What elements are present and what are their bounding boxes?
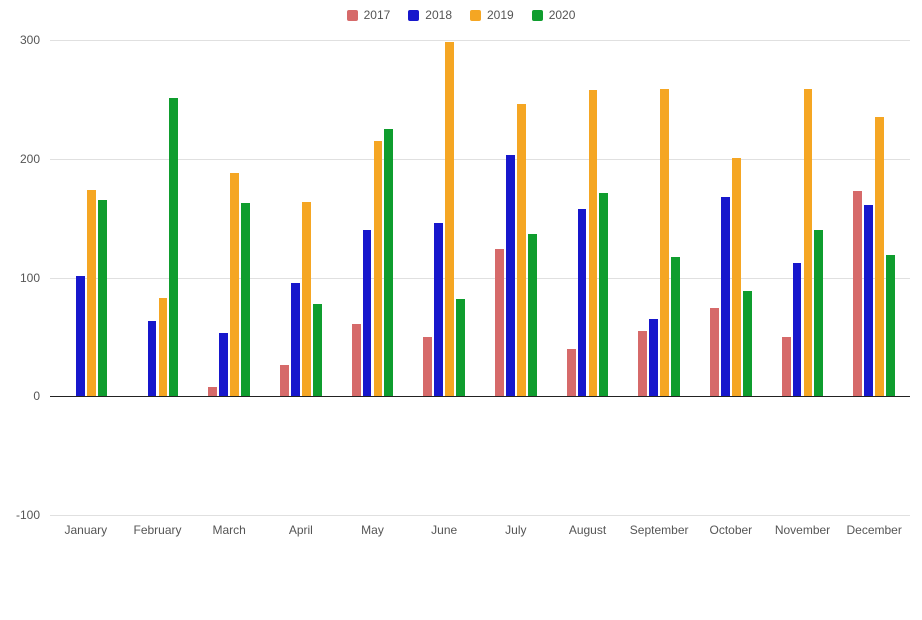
bar [423,337,432,396]
bar [864,205,873,396]
bar [721,197,730,397]
bar [506,155,515,396]
legend-label: 2017 [364,8,391,22]
legend-label: 2020 [549,8,576,22]
legend-label: 2018 [425,8,452,22]
bar [875,117,884,396]
x-tick-label: April [289,515,313,537]
gridline [50,159,910,160]
bar [241,203,250,397]
bar [743,291,752,397]
x-tick-label: December [846,515,901,537]
y-tick-label: -100 [16,508,50,522]
bar [732,158,741,397]
bar [280,365,289,396]
bar [98,200,107,396]
bar [76,276,85,396]
x-tick-label: November [775,515,830,537]
bar [638,331,647,396]
bar [793,263,802,396]
x-tick-label: August [569,515,606,537]
bar [782,337,791,396]
bar [230,173,239,396]
legend-swatch [408,10,419,21]
bar [528,234,537,397]
bar [710,308,719,396]
bar [853,191,862,396]
bar [148,321,157,396]
x-tick-label: February [133,515,181,537]
gridline [50,278,910,279]
legend-item: 2017 [347,8,391,22]
zero-line [50,396,910,397]
legend-swatch [347,10,358,21]
bar [159,298,168,397]
bar [87,190,96,397]
x-tick-label: January [64,515,107,537]
y-tick-label: 100 [20,271,50,285]
gridline [50,40,910,41]
legend-label: 2019 [487,8,514,22]
bar [434,223,443,396]
bar [363,230,372,396]
legend: 2017 2018 2019 2020 [0,8,922,22]
bar [517,104,526,396]
bar [649,319,658,396]
bar [567,349,576,397]
bar [374,141,383,396]
x-tick-label: July [505,515,526,537]
legend-item: 2019 [470,8,514,22]
x-tick-label: September [630,515,689,537]
bar [456,299,465,396]
bar [445,42,454,396]
bar [291,283,300,396]
bar [578,209,587,397]
bar [589,90,598,396]
bar [208,387,217,397]
bar [660,89,669,397]
bar [495,249,504,396]
legend-item: 2018 [408,8,452,22]
bar [384,129,393,396]
bar [219,333,228,396]
x-tick-label: June [431,515,457,537]
x-tick-label: March [212,515,245,537]
bar [599,193,608,396]
legend-swatch [470,10,481,21]
bar [313,304,322,397]
bar-chart: 2017201820192020 -1000100200300JanuaryFe… [0,0,922,620]
bar [886,255,895,396]
bar [302,202,311,397]
bar [671,257,680,396]
y-tick-label: 200 [20,152,50,166]
bar [169,98,178,396]
plot-area: -1000100200300JanuaryFebruaryMarchAprilM… [50,40,910,515]
legend-item: 2020 [532,8,576,22]
bar [352,324,361,396]
y-tick-label: 300 [20,33,50,47]
y-tick-label: 0 [33,389,50,403]
bar [814,230,823,396]
x-tick-label: October [709,515,752,537]
x-tick-label: May [361,515,384,537]
bar [804,89,813,397]
legend-swatch [532,10,543,21]
